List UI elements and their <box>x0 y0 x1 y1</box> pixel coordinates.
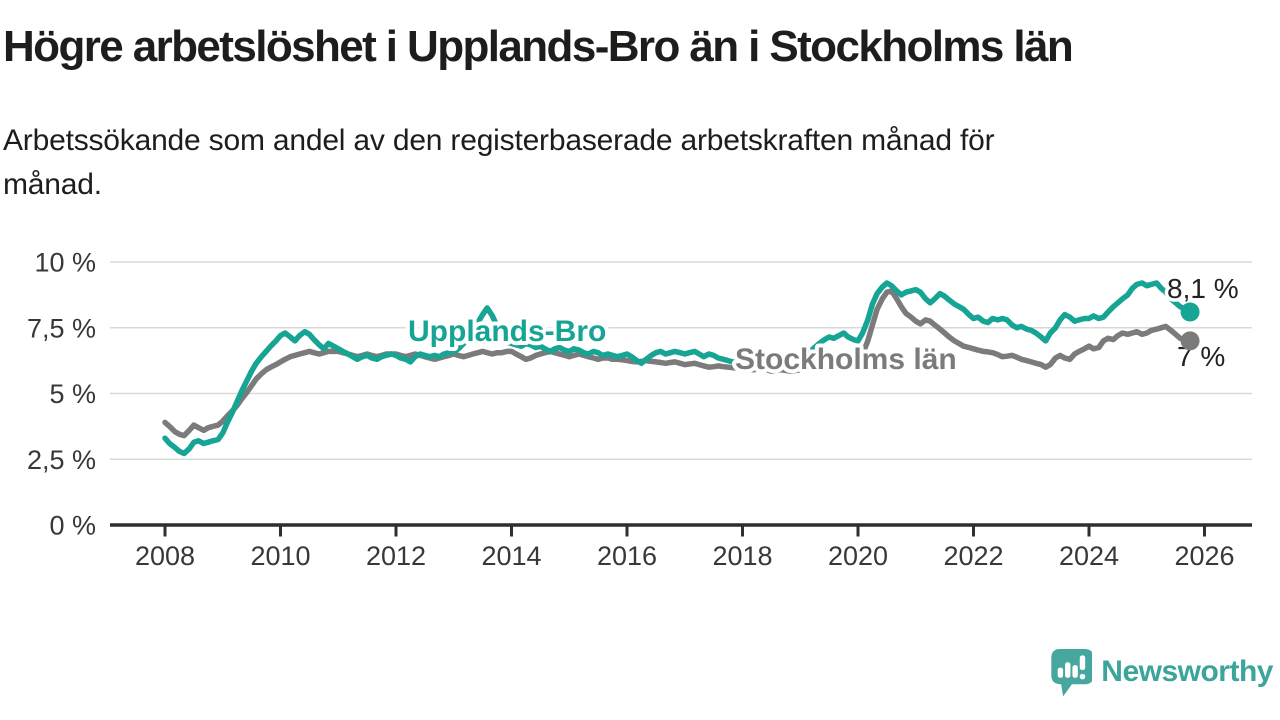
x-axis-label: 2024 <box>1059 541 1119 571</box>
bar-tall <box>1065 662 1071 678</box>
series-end-dot <box>1180 331 1200 351</box>
exclamation-bar <box>1080 655 1086 671</box>
bar-small <box>1057 667 1064 678</box>
x-axis-label: 2022 <box>943 541 1003 571</box>
x-axis-label: 2014 <box>481 541 541 571</box>
series-line-stockholms-l-n <box>162 288 1193 439</box>
x-axis-label: 2008 <box>135 541 195 571</box>
series-end-dot <box>1180 302 1200 322</box>
y-axis-label: 7,5 % <box>27 313 96 343</box>
page-subtitle: Arbetssökande som andel av den registerb… <box>3 124 995 201</box>
y-axis-label: 0 % <box>49 511 96 541</box>
y-axis-label: 5 % <box>49 379 96 409</box>
x-axis-label: 2012 <box>366 541 426 571</box>
y-axis-label: 2,5 % <box>27 445 96 475</box>
bar-medium <box>1072 665 1079 678</box>
newsworthy-speech-bubble-chart-icon <box>1051 648 1093 697</box>
brand-name: Newsworthy <box>1101 655 1273 688</box>
series-label-stockholms-l-n: Stockholms län <box>735 343 957 376</box>
x-axis-label: 2020 <box>828 541 888 571</box>
x-axis-label: 2010 <box>250 541 310 571</box>
speech-bubble-shape <box>1051 648 1093 697</box>
exclamation-dot <box>1080 673 1086 680</box>
end-value-label: 8,1 % <box>1167 273 1239 304</box>
y-axis-label: 10 % <box>34 248 96 278</box>
series-label-upplands-bro: Upplands-Bro <box>408 315 606 348</box>
newsworthy-logo: Newsworthy <box>1044 646 1273 698</box>
x-axis-label: 2018 <box>712 541 772 571</box>
page-title: Högre arbetslöshet i Upplands-Bro än i S… <box>3 22 1074 71</box>
x-axis-label: 2026 <box>1174 541 1234 571</box>
x-axis-label: 2016 <box>597 541 657 571</box>
series-line-upplands-bro <box>162 280 1193 457</box>
